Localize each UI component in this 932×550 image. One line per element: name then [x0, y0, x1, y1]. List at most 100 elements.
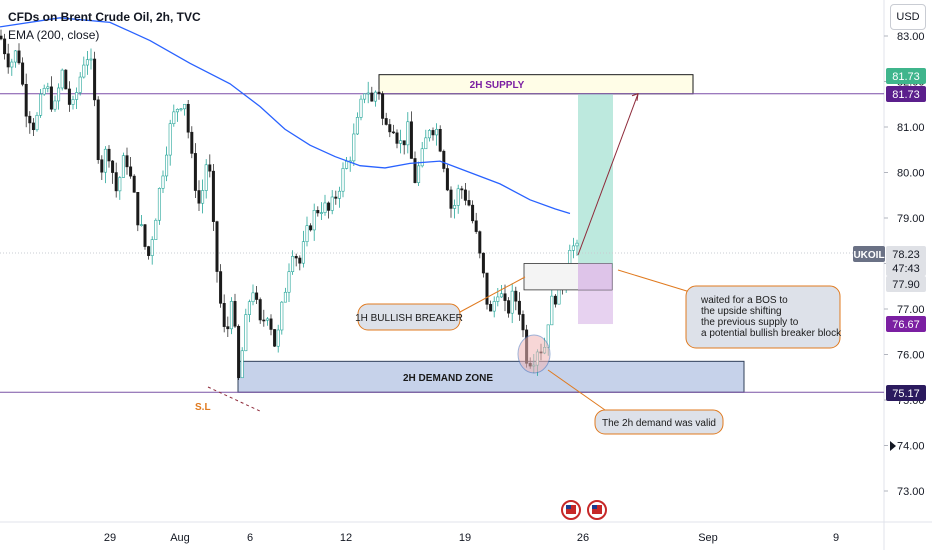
- candle: [78, 72, 82, 96]
- breaker-top-box: [886, 276, 926, 292]
- candle-body: [78, 76, 82, 93]
- candle: [251, 284, 255, 306]
- candle: [503, 284, 507, 312]
- candle: [57, 83, 61, 110]
- candle: [287, 263, 291, 302]
- candle-body: [319, 212, 323, 214]
- candle: [402, 140, 406, 155]
- stop-loss-line: [207, 386, 263, 413]
- bos-callout-box: [685, 285, 841, 349]
- candle: [409, 111, 413, 159]
- x-tick-label: 6: [247, 532, 253, 544]
- candle-body: [399, 140, 403, 144]
- currency-button[interactable]: USD: [890, 4, 926, 30]
- symbol-tag-box: [853, 246, 885, 262]
- candle: [323, 194, 327, 216]
- candle-body: [89, 58, 93, 61]
- candle-body: [17, 50, 21, 64]
- candle-body: [42, 88, 46, 95]
- demand-zone: [237, 360, 745, 393]
- candle: [89, 48, 93, 70]
- candle: [276, 324, 280, 353]
- candle-body: [143, 224, 147, 247]
- candle-body: [435, 128, 439, 136]
- y-tick-label: 73.00: [897, 486, 925, 498]
- candle: [60, 68, 64, 91]
- supply-line-box: [886, 86, 926, 102]
- breaker-callout-pointer: [459, 276, 526, 313]
- candle-body: [481, 252, 485, 274]
- overlays-layer: S.L 1H BULLISH BREAKER waited for a BOS to…: [195, 93, 842, 435]
- candle-body: [352, 133, 356, 162]
- candle-body: [64, 69, 68, 90]
- candle: [330, 190, 334, 215]
- candle: [355, 112, 359, 135]
- supply-zone: [378, 74, 694, 95]
- candle: [553, 294, 557, 308]
- candle-body: [388, 124, 392, 133]
- candle-body: [391, 131, 395, 134]
- chart-title: CFDs on Brent Crude Oil, 2h, TVC: [8, 10, 201, 24]
- bos-callout-line: the previous supply to: [701, 317, 799, 328]
- candle-body: [355, 117, 359, 135]
- candle: [417, 161, 421, 187]
- candle: [280, 300, 284, 335]
- candle-body: [85, 59, 89, 66]
- candle: [240, 347, 244, 379]
- candle: [237, 324, 241, 380]
- candle: [107, 145, 111, 168]
- demand-callout-pointer: [547, 369, 606, 411]
- candle-body: [258, 299, 262, 321]
- candle: [175, 108, 179, 122]
- symbol-tag-text: UKOIL: [853, 250, 884, 261]
- candle-body: [312, 210, 316, 231]
- candle: [312, 203, 316, 241]
- candle: [391, 124, 395, 134]
- demand-callout-box: [594, 409, 724, 435]
- candle: [298, 255, 302, 271]
- breaker-callout-text: 1H BULLISH BREAKER: [355, 313, 463, 324]
- candle: [273, 329, 277, 347]
- candle: [438, 125, 442, 153]
- y-tick-label: 74.00: [897, 441, 925, 453]
- candle-body: [132, 175, 136, 193]
- candle-body: [103, 148, 107, 173]
- candle-body: [463, 189, 467, 201]
- candle-body: [384, 118, 388, 125]
- candle-body: [82, 64, 86, 78]
- candle: [96, 96, 100, 164]
- candle: [471, 200, 475, 224]
- candle-body: [24, 83, 28, 117]
- target-stop-label: 76.67: [892, 319, 920, 331]
- candle-body: [467, 200, 471, 206]
- candle-body: [273, 329, 277, 347]
- candle-body: [179, 108, 183, 111]
- candle-body: [28, 115, 32, 124]
- candle: [373, 90, 377, 107]
- candle: [154, 218, 158, 240]
- candle-body: [262, 319, 266, 322]
- candle-body: [3, 38, 7, 55]
- candle: [571, 237, 575, 259]
- candle: [489, 300, 493, 312]
- candle-body: [60, 69, 64, 89]
- supply-zone-label: 2H SUPPLY: [470, 80, 525, 91]
- candle: [496, 287, 500, 307]
- candle: [147, 245, 151, 260]
- candle: [327, 201, 331, 219]
- candle-body: [381, 93, 385, 119]
- candle-body: [517, 300, 521, 315]
- candle-body: [575, 242, 579, 247]
- candle: [377, 89, 381, 100]
- us-flag-icon: [587, 500, 607, 520]
- stop-loss-label: S.L: [195, 402, 211, 413]
- candle: [366, 81, 370, 104]
- breaker-top-label: 77.90: [892, 279, 920, 291]
- candle: [406, 112, 410, 154]
- supply-high-box: [886, 68, 926, 84]
- candle: [229, 297, 233, 335]
- candle-body: [215, 221, 219, 272]
- candle-body: [424, 137, 428, 150]
- candle: [172, 104, 176, 127]
